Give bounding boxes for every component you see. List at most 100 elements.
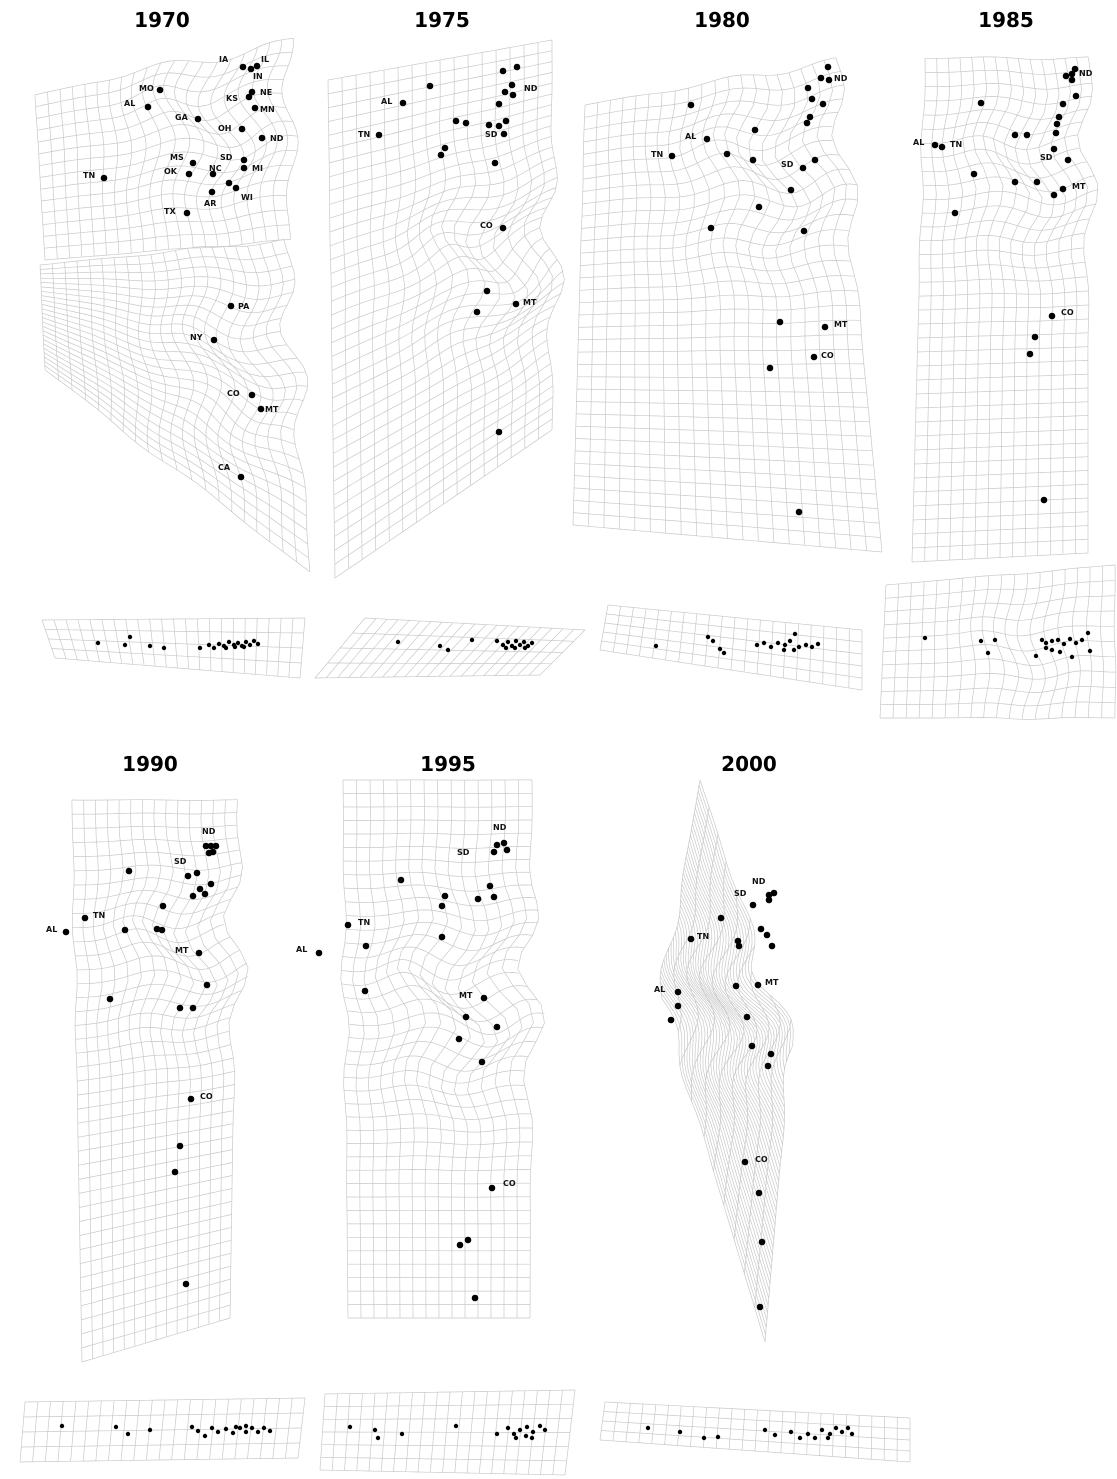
state-label: MI xyxy=(252,164,263,173)
grid-line xyxy=(660,970,769,1306)
grid-line xyxy=(678,915,775,1233)
grid-line xyxy=(34,38,294,96)
grid-line xyxy=(330,187,557,274)
grid-line xyxy=(34,94,46,261)
state-dot xyxy=(833,1425,839,1431)
grid-line xyxy=(880,717,1115,720)
state-dot xyxy=(495,428,503,436)
grid-line xyxy=(346,1182,531,1185)
grid-line xyxy=(343,1070,524,1084)
state-dot xyxy=(521,639,527,645)
grid-line xyxy=(331,197,553,288)
grid-line xyxy=(924,95,1093,105)
state-dot xyxy=(1062,72,1070,80)
grid-line xyxy=(42,312,308,389)
grid-line xyxy=(42,334,300,460)
panel-title-1980: 1980 xyxy=(694,8,750,32)
grid-line xyxy=(686,851,783,1145)
grid-line xyxy=(329,104,552,164)
grid-line xyxy=(314,674,541,679)
grid-1970-upper xyxy=(34,38,299,261)
state-dot xyxy=(147,1427,153,1433)
state-dot xyxy=(445,647,451,653)
grid-line xyxy=(78,1162,233,1194)
state-dot xyxy=(473,308,481,316)
state-dot xyxy=(245,93,253,101)
labels-1990: ND SD TN AL MT CO xyxy=(46,827,216,1101)
grid-line xyxy=(81,1291,231,1335)
state-label: AL xyxy=(124,99,135,108)
state-dot xyxy=(122,642,128,648)
state-dot xyxy=(705,634,711,640)
state-dot xyxy=(362,942,370,950)
grid-line xyxy=(1016,573,1033,720)
state-dot xyxy=(455,1035,463,1043)
flat-grid-1980 xyxy=(599,604,863,691)
state-dot xyxy=(1031,333,1039,341)
grid-line xyxy=(673,937,773,1262)
grid-line xyxy=(678,612,685,663)
grid-line xyxy=(36,65,289,119)
grid-line xyxy=(687,845,784,1138)
state-dot xyxy=(922,635,928,641)
state-dot xyxy=(1067,636,1073,642)
grid-line xyxy=(1004,574,1019,719)
grid-line xyxy=(77,1070,235,1096)
state-dot xyxy=(239,63,247,71)
grid-line xyxy=(329,115,552,178)
grid-line xyxy=(19,1457,299,1463)
grid-line xyxy=(665,953,771,1284)
flat-dots-1990 xyxy=(59,1423,273,1439)
grid-line xyxy=(913,483,1089,493)
grid-line xyxy=(54,657,301,679)
state-label: ND xyxy=(493,823,507,832)
grid-line xyxy=(916,360,1088,367)
grid-line xyxy=(223,799,249,1319)
state-label: SD xyxy=(174,857,187,866)
grid-line xyxy=(698,785,791,1054)
state-dot xyxy=(522,645,528,651)
state-dot xyxy=(1064,156,1072,164)
grid-line xyxy=(101,258,112,421)
state-dot xyxy=(758,1238,766,1246)
grid-line xyxy=(76,1030,229,1054)
grid-line xyxy=(584,84,845,131)
grid-line xyxy=(690,834,785,1123)
state-dot xyxy=(803,642,809,648)
state-dot xyxy=(1039,637,1045,643)
state-label: GA xyxy=(175,113,189,122)
state-dot xyxy=(734,937,742,945)
grid-line xyxy=(659,779,701,999)
state-dot xyxy=(542,1427,548,1433)
grid-line xyxy=(675,931,773,1255)
state-dot xyxy=(668,152,676,160)
dots-1980 xyxy=(668,63,833,516)
state-dot xyxy=(1072,92,1080,100)
grid-line xyxy=(22,1427,302,1433)
grid-line xyxy=(334,385,554,523)
flat-grid-1970 xyxy=(41,617,306,679)
grid-line xyxy=(43,209,288,237)
grid-line xyxy=(695,801,784,1077)
state-dot xyxy=(113,1424,119,1430)
grid-line xyxy=(660,987,767,1328)
grid-line xyxy=(583,125,833,168)
state-dot xyxy=(1050,191,1058,199)
grid-line xyxy=(42,317,304,401)
state-dot xyxy=(645,1425,651,1431)
grid-line xyxy=(1100,566,1104,718)
state-dot xyxy=(216,641,222,647)
state-dot xyxy=(717,914,725,922)
grid-line xyxy=(925,69,1091,75)
grid-line xyxy=(80,1265,231,1307)
grid-line xyxy=(41,290,281,327)
state-label: CO xyxy=(821,351,834,360)
state-dot xyxy=(776,318,784,326)
state-dot xyxy=(756,1303,764,1311)
state-label: SD xyxy=(734,889,747,898)
state-dot xyxy=(251,104,259,112)
grid-line xyxy=(78,1123,233,1152)
state-label: TX xyxy=(164,207,176,216)
state-dot xyxy=(1043,640,1049,646)
